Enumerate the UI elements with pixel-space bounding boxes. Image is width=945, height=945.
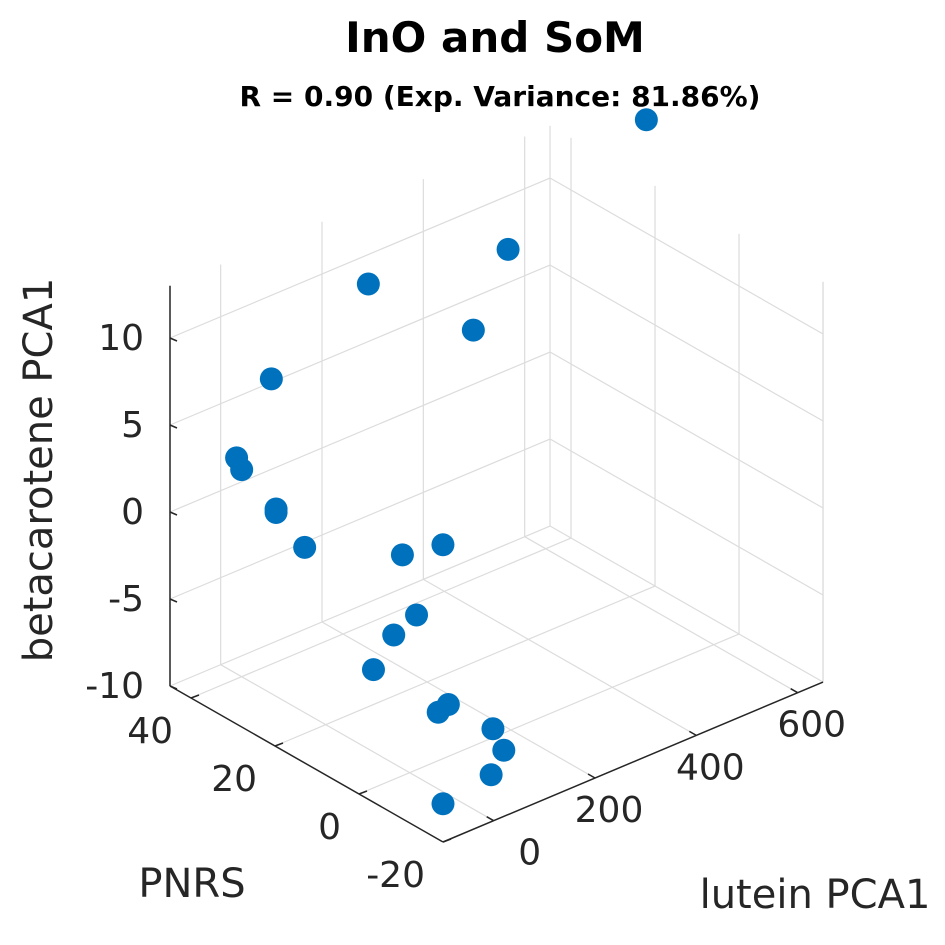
x-axis-line <box>442 681 824 843</box>
y-tick-mark <box>190 694 200 699</box>
data-point <box>264 497 288 521</box>
data-point <box>461 318 485 342</box>
data-point <box>492 738 516 762</box>
data-point <box>293 535 317 559</box>
x-tick-mark <box>587 773 596 779</box>
data-point <box>390 543 414 567</box>
floor-gridline <box>524 536 798 694</box>
data-point <box>431 792 455 816</box>
z-tick-mark <box>169 598 178 603</box>
chart-subtitle: R = 0.90 (Exp. Variance: 81.86%) <box>240 80 761 113</box>
y-tick-label: 40 <box>127 711 173 752</box>
x-tick-label: 0 <box>518 833 541 874</box>
z-tick-mark <box>169 424 178 429</box>
x-tick-mark <box>790 688 799 694</box>
z-axis-label: betacarotene PCA1 <box>16 278 62 663</box>
floor-gridline <box>220 664 494 822</box>
z-tick-label: 5 <box>121 405 144 446</box>
z-tick-label: -10 <box>85 666 144 707</box>
wall-gridline <box>549 438 824 596</box>
y-axis-label: PNRS <box>138 861 245 907</box>
tick-labels: 0 200 400 600 -20 0 20 40-10 -5 0 5 10 <box>85 318 846 896</box>
data-point <box>436 692 460 716</box>
wall-gridline <box>169 351 551 513</box>
y-tick-label: 20 <box>211 759 257 800</box>
floor-gridline <box>274 585 656 747</box>
z-tick-mark <box>169 511 178 516</box>
x-tick-mark <box>688 730 697 737</box>
data-point <box>481 717 505 741</box>
y-tick-mark <box>274 742 284 747</box>
data-point <box>382 623 406 647</box>
data-point <box>634 108 658 132</box>
z-tick-label: -5 <box>108 579 144 620</box>
x-tick-mark <box>486 816 495 822</box>
axes <box>169 285 824 843</box>
wall-gridline <box>169 177 551 339</box>
chart-title: InO and SoM <box>345 13 645 62</box>
data-point <box>259 367 283 391</box>
x-tick-label: 400 <box>676 747 745 788</box>
wall-gridline <box>549 177 824 335</box>
y-tick-mark <box>358 790 368 795</box>
z-tick-label: 0 <box>121 492 144 533</box>
x-axis-label: lutein PCA1 <box>700 872 931 918</box>
data-point <box>405 603 429 627</box>
grid-lines <box>169 125 824 843</box>
wall-gridline <box>169 438 551 600</box>
floor-gridline <box>190 537 572 699</box>
wall-gridline <box>549 525 824 683</box>
wall-gridline <box>169 264 551 426</box>
y-tick-label: 0 <box>318 807 341 848</box>
data-point <box>479 763 503 787</box>
y-axis-line <box>169 685 444 843</box>
data-point <box>431 533 455 557</box>
data-points <box>225 108 658 816</box>
wall-gridline <box>169 525 551 687</box>
wall-gridline <box>549 351 824 509</box>
floor-gridline <box>358 633 740 795</box>
y-tick-label: -20 <box>366 855 425 896</box>
z-tick-mark <box>169 685 178 690</box>
z-tick-label: 10 <box>98 318 144 359</box>
data-point <box>361 658 385 682</box>
data-point <box>230 458 254 482</box>
x-tick-label: 200 <box>575 790 644 831</box>
wall-gridline <box>549 264 824 422</box>
x-tick-label: 600 <box>777 705 846 746</box>
floor-gridline <box>423 578 697 736</box>
y-tick-mark <box>442 838 452 843</box>
z-tick-mark <box>169 337 178 342</box>
data-point <box>496 237 520 261</box>
data-point <box>356 272 380 296</box>
